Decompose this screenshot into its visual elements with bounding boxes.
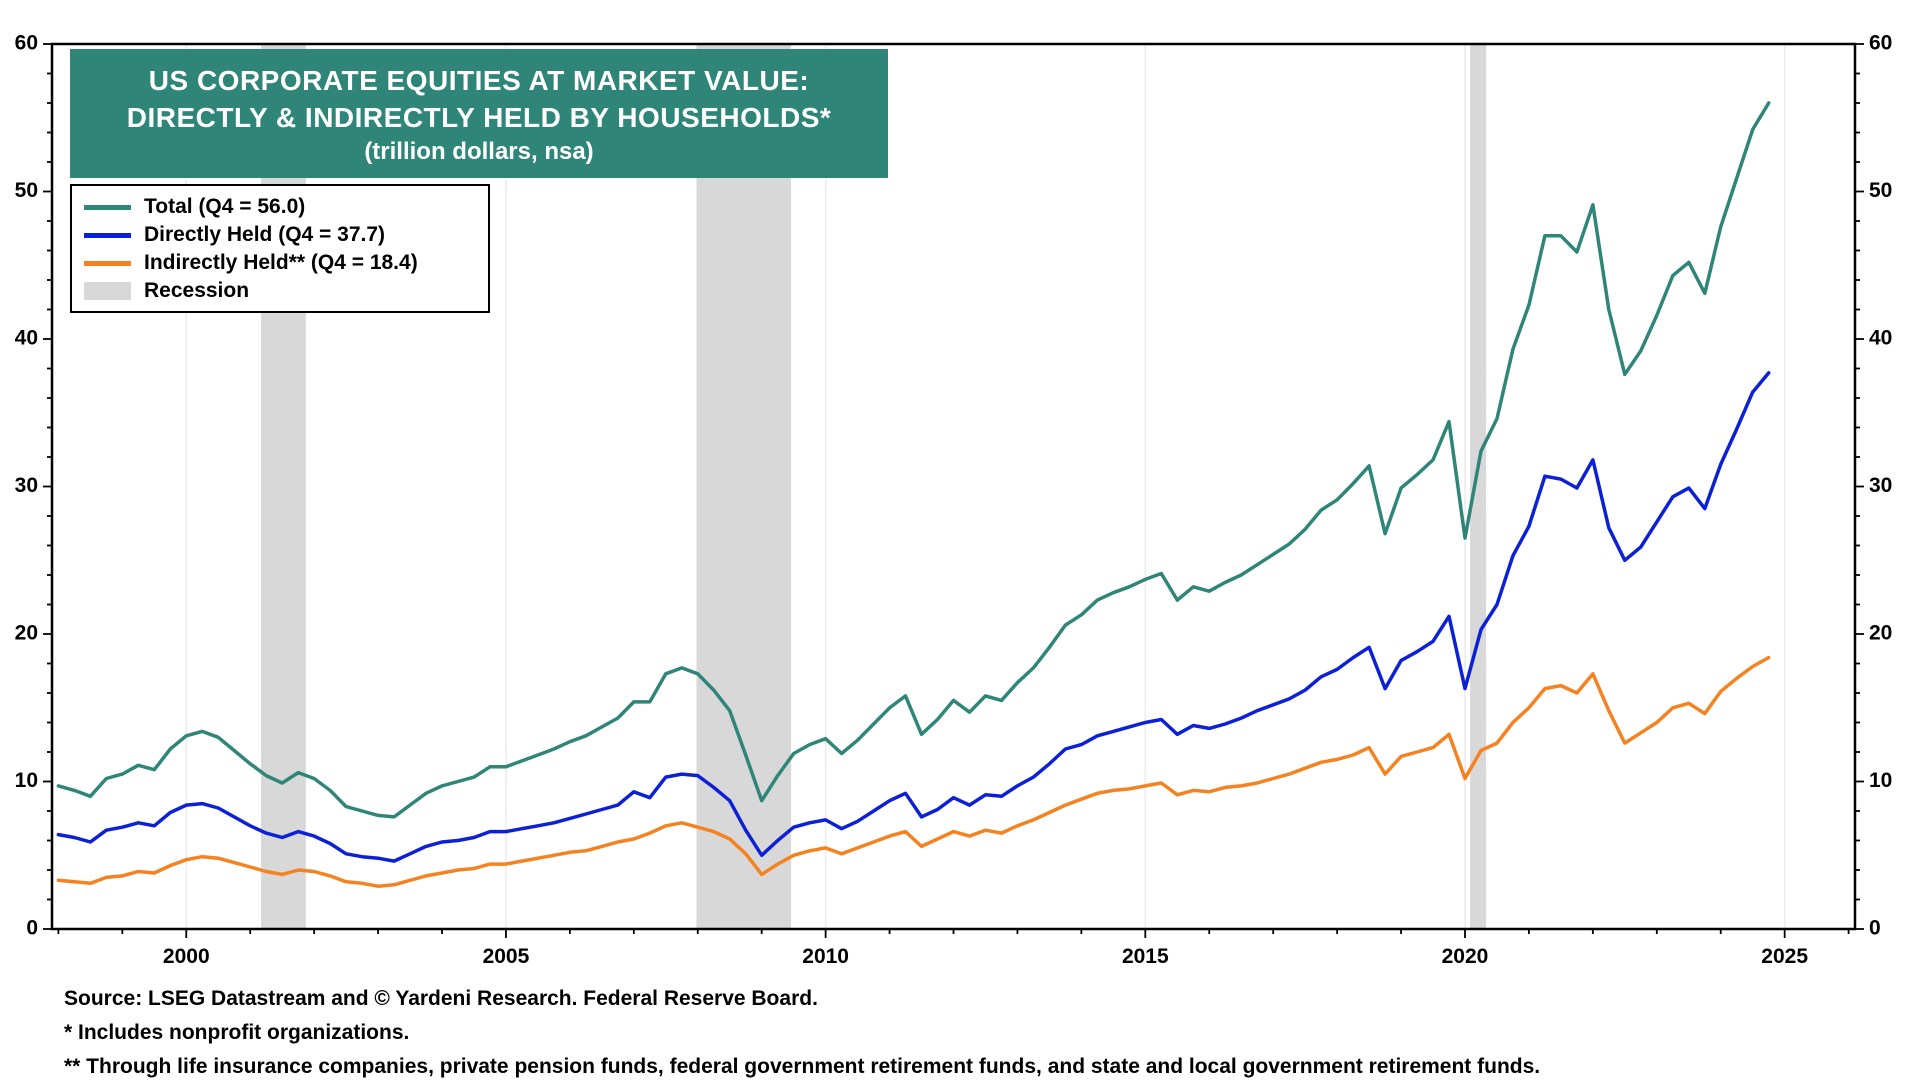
- series-line-indirectly-held: [56, 655, 1771, 888]
- y-axis-label-right: 10: [1869, 769, 1892, 792]
- y-axis-label-left: 50: [15, 179, 38, 202]
- y-axis-label-left: 0: [26, 917, 38, 940]
- y-axis-label-left: 10: [15, 769, 38, 792]
- y-axis-label-right: 0: [1869, 917, 1881, 940]
- legend-swatch-total-line: [84, 204, 131, 210]
- y-axis-label-right: 40: [1869, 327, 1892, 350]
- x-axis-label: 2005: [483, 945, 530, 968]
- x-axis-label: 2010: [802, 945, 849, 968]
- y-axis-label-right: 20: [1869, 622, 1892, 645]
- footnote-indirect: ** Through life insurance companies, pri…: [64, 1055, 1541, 1078]
- source-note: Source: LSEG Datastream and © Yardeni Re…: [64, 987, 818, 1010]
- chart-title-line2: DIRECTLY & INDIRECTLY HELD BY HOUSEHOLDS…: [126, 102, 832, 133]
- legend-swatch-directly-held-line: [84, 232, 131, 238]
- series-line-total: [56, 101, 1771, 819]
- legend-item-indirectly-held: Indirectly Held** (Q4 = 18.4): [84, 249, 476, 277]
- legend-label-total: Total (Q4 = 56.0): [144, 195, 306, 218]
- legend-label-recession: Recession: [144, 279, 250, 302]
- legend-swatch-recession-patch: [84, 282, 131, 300]
- x-axis-label: 2020: [1442, 945, 1489, 968]
- y-axis-label-left: 60: [15, 32, 38, 55]
- x-axis-label: 2025: [1761, 945, 1808, 968]
- legend-item-directly-held: Directly Held (Q4 = 37.7): [84, 221, 476, 249]
- y-axis-label-right: 60: [1869, 32, 1892, 55]
- chart-title-banner: US CORPORATE EQUITIES AT MARKET VALUE: D…: [70, 49, 888, 178]
- chart-title-units: (trillion dollars, nsa): [364, 138, 594, 165]
- legend-swatch-indirectly-held-line: [84, 260, 131, 266]
- footnote-nonprofit: * Includes nonprofit organizations.: [64, 1021, 410, 1044]
- legend-label-directly-held: Directly Held (Q4 = 37.7): [144, 223, 386, 246]
- y-axis-label-right: 30: [1869, 474, 1892, 497]
- footer-notes: Source: LSEG Datastream and © Yardeni Re…: [64, 982, 1540, 1084]
- legend-label-indirectly-held: Indirectly Held** (Q4 = 18.4): [144, 251, 418, 274]
- y-axis-label-left: 20: [15, 622, 38, 645]
- x-axis-label: 2000: [163, 945, 210, 968]
- legend-item-total: Total (Q4 = 56.0): [84, 193, 476, 221]
- series-line-directly-held: [56, 371, 1771, 863]
- legend-item-recession: Recession: [84, 277, 476, 305]
- x-axis-label: 2015: [1122, 945, 1169, 968]
- y-axis-label-left: 40: [15, 327, 38, 350]
- chart-title-line1: US CORPORATE EQUITIES AT MARKET VALUE:: [148, 65, 810, 96]
- y-axis-label-left: 30: [15, 474, 38, 497]
- recession-band: [1470, 44, 1487, 929]
- legend: Total (Q4 = 56.0) Directly Held (Q4 = 37…: [70, 184, 490, 313]
- y-axis-label-right: 50: [1869, 179, 1892, 202]
